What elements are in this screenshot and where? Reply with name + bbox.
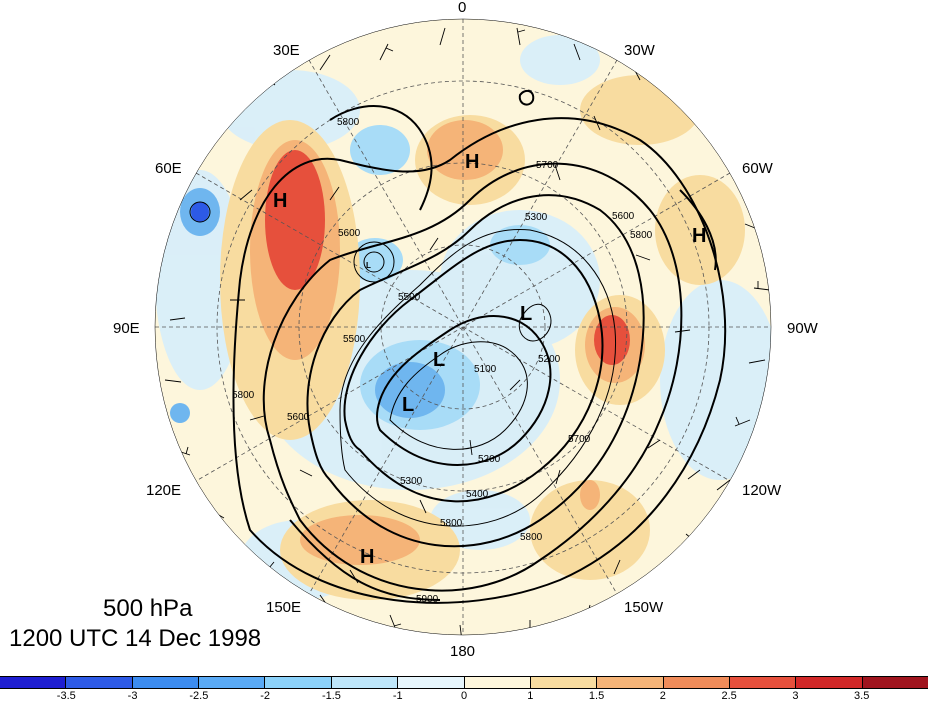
lon-label-120e: 120E xyxy=(146,482,182,499)
low-pressure-marker: L xyxy=(433,349,445,371)
lon-label-90w: 90W xyxy=(787,320,818,337)
colorbar-segment xyxy=(729,677,797,688)
colorbar-tick-label: 3 xyxy=(792,690,799,702)
colorbar-tick-label: -1.5 xyxy=(321,690,341,702)
colorbar-tick-label: -2.5 xyxy=(189,690,209,702)
high-pressure-marker: H xyxy=(692,225,706,247)
colorbar-segment xyxy=(132,677,200,688)
lon-label-0: 0 xyxy=(458,0,467,16)
colorbar-segment xyxy=(331,677,399,688)
contour-label: 5600 xyxy=(338,228,361,239)
high-pressure-marker: H xyxy=(273,190,287,212)
contour-label: 5900 xyxy=(416,594,439,605)
colorbar-segment xyxy=(663,677,730,688)
lon-label-30e: 30E xyxy=(273,42,300,59)
high-pressure-marker: H xyxy=(360,546,374,568)
contour-label: 5500 xyxy=(398,292,421,303)
lon-label-90e: 90E xyxy=(113,320,140,337)
colorbar-tick-label: 0 xyxy=(460,690,468,702)
contour-label: 5600 xyxy=(612,211,635,222)
thin-contours xyxy=(189,201,617,527)
colorbar-segment xyxy=(796,677,863,688)
lon-label-150w: 150W xyxy=(624,599,664,616)
lon-label-60w: 60W xyxy=(742,160,773,177)
contour-label: 5800 xyxy=(337,117,360,128)
lon-label-180: 180 xyxy=(450,643,476,660)
colorbar xyxy=(0,676,928,689)
low-pressure-marker: L xyxy=(366,261,371,270)
contour-label: 5600 xyxy=(287,412,310,423)
low-pressure-marker: L xyxy=(520,303,532,325)
colorbar-tick-label: -2 xyxy=(260,690,271,702)
contour-label: 5400 xyxy=(466,489,489,500)
map-boundary xyxy=(154,18,772,636)
height-contours xyxy=(232,89,727,604)
colorbar-segment xyxy=(398,677,465,688)
colorbar-tick-label: 2.5 xyxy=(721,690,737,702)
colorbar-segment xyxy=(66,677,133,688)
colorbar-segment xyxy=(464,677,531,688)
colorbar-tick-label: 3.5 xyxy=(854,690,870,702)
colorbar-segment xyxy=(862,677,928,688)
high-pressure-marker: H xyxy=(465,151,479,173)
contour-label: 5700 xyxy=(568,434,591,445)
contour-label: 5800 xyxy=(630,230,653,241)
lon-label-150e: 150E xyxy=(266,599,302,616)
colorbar-segment xyxy=(530,677,598,688)
lon-label-60e: 60E xyxy=(155,160,182,177)
colorbar-segment xyxy=(597,677,664,688)
pressure-level-title: 500 hPa xyxy=(103,595,193,622)
contour-label: 5700 xyxy=(536,160,559,171)
contour-label: 5300 xyxy=(400,476,423,487)
colorbar-segment xyxy=(0,677,67,688)
low-pressure-marker: L xyxy=(402,394,414,416)
contour-label: 5100 xyxy=(474,364,497,375)
colorbar-segment xyxy=(265,677,332,688)
colorbar-tick-label: 1 xyxy=(527,690,534,702)
pressure-system-markers: H H H H L L L L xyxy=(273,151,706,568)
colorbar-tick-label: 1.5 xyxy=(588,690,605,702)
lon-label-30w: 30W xyxy=(624,42,655,59)
graticule xyxy=(155,19,771,635)
colorbar-tick-label: 2 xyxy=(659,690,666,702)
contour-label: 5200 xyxy=(538,354,561,365)
contour-label: 5800 xyxy=(520,532,543,543)
contour-label: 5800 xyxy=(440,518,463,529)
lon-label-120w: 120W xyxy=(742,482,782,499)
contour-label: 5800 xyxy=(232,390,255,401)
contour-label: 5200 xyxy=(478,454,501,465)
contour-labels: 5800 5700 5600 5300 5500 5800 5600 5800 … xyxy=(232,117,653,605)
datetime-title: 1200 UTC 14 Dec 1998 xyxy=(9,625,262,652)
contour-label: 5300 xyxy=(525,212,548,223)
colorbar-segment xyxy=(199,677,266,688)
colorbar-tick-label: -3.5 xyxy=(56,690,76,702)
colorbar-tick-label: -3 xyxy=(127,690,138,702)
contour-label: 5500 xyxy=(343,334,366,345)
colorbar-tick-label: -1 xyxy=(392,690,403,702)
